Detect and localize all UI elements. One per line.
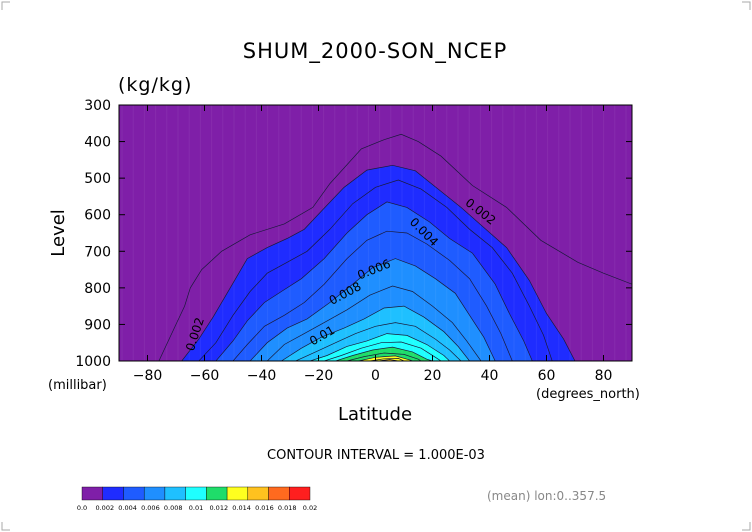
- colorbar-swatch: [123, 486, 145, 501]
- y-tick-label: 700: [84, 244, 111, 260]
- x-axis-title: Latitude: [338, 404, 412, 425]
- colorbar-label: 0.014: [232, 504, 251, 512]
- x-tick-label: 80: [595, 368, 613, 384]
- colorbar-swatch: [247, 486, 269, 501]
- y-tick-label: 1000: [75, 354, 111, 370]
- x-tick-label: −60: [190, 368, 220, 384]
- chart-title: SHUM_2000-SON_NCEP: [243, 39, 508, 64]
- colorbar-swatch: [185, 486, 207, 501]
- source-note: (mean) lon:0..357.5: [487, 489, 606, 503]
- y-axis-title: Level: [48, 209, 69, 257]
- plot-area: [119, 105, 632, 361]
- contour-line-0.014: [358, 355, 413, 361]
- contour-line-0.003: [198, 179, 553, 361]
- colorbar-label: 0.016: [255, 504, 274, 512]
- contour-line-0.013: [346, 352, 422, 361]
- contour-line-0.005: [232, 230, 513, 361]
- contour-line-0.004: [215, 201, 533, 361]
- contour-line-0.001: [158, 133, 632, 361]
- units-label: (kg/kg): [118, 74, 192, 96]
- colorbar-label: 0.02: [303, 504, 317, 512]
- contour-line-0.006: [249, 258, 496, 361]
- y-axis: 300 400 500 600 700 800 900 1000: [75, 98, 632, 370]
- contour-line-0.009: [295, 322, 462, 361]
- y-tick-label: 800: [84, 281, 111, 297]
- x-unit-label: (degrees_north): [536, 387, 640, 402]
- y-unit-label: (millibar): [48, 378, 107, 393]
- x-tick-label: 40: [481, 368, 499, 384]
- contour-line-0.008: [281, 305, 470, 361]
- colorbar-label: 0.008: [164, 504, 183, 512]
- x-tick-label: −80: [133, 368, 163, 384]
- colorbar-swatch: [164, 486, 186, 501]
- x-tick-label: −40: [247, 368, 277, 384]
- y-tick-label: 600: [84, 208, 111, 224]
- x-tick-label: 0: [371, 368, 380, 384]
- x-tick-label: 20: [424, 368, 442, 384]
- x-tick-label: −20: [304, 368, 334, 384]
- colorbar-swatch: [226, 486, 249, 501]
- contour-line-0.012: [335, 346, 433, 361]
- contour-line-0.015: [369, 358, 405, 361]
- contour-line-0.007: [266, 285, 482, 361]
- contour-lines: [158, 133, 632, 361]
- colorbar: 0.0 0.002 0.004 0.006 0.008 0.01 0.012 0.014 0.0…: [77, 486, 317, 512]
- colorbar-swatch: [102, 486, 124, 501]
- colorbar-swatch: [81, 486, 103, 501]
- x-tick-label: 60: [538, 368, 556, 384]
- colorbar-label: 0.01: [189, 504, 203, 512]
- contour-interval-text: CONTOUR INTERVAL = 1.000E-03: [267, 448, 485, 463]
- y-tick-label: 300: [84, 98, 111, 114]
- colorbar-swatch: [289, 486, 311, 501]
- colorbar-label: 0.018: [278, 504, 297, 512]
- colorbar-swatch: [206, 486, 228, 501]
- x-axis: −80 −60 −40 −20 0 20 40 60 80: [133, 105, 613, 384]
- contour-line-0.01: [309, 333, 450, 361]
- colorbar-label: 0.002: [95, 504, 114, 512]
- colorbar-label: 0.012: [209, 504, 228, 512]
- contour-line-0.011: [324, 341, 442, 361]
- y-tick-label: 500: [84, 171, 111, 187]
- colorbar-label: 0.004: [118, 504, 137, 512]
- y-tick-label: 400: [84, 135, 111, 151]
- contour-line-0.002: [181, 164, 576, 361]
- colorbar-swatch: [268, 486, 290, 501]
- colorbar-swatch: [143, 486, 166, 501]
- y-tick-label: 900: [84, 317, 111, 333]
- colorbar-label: 0.0: [77, 504, 87, 512]
- colorbar-label: 0.006: [141, 504, 160, 512]
